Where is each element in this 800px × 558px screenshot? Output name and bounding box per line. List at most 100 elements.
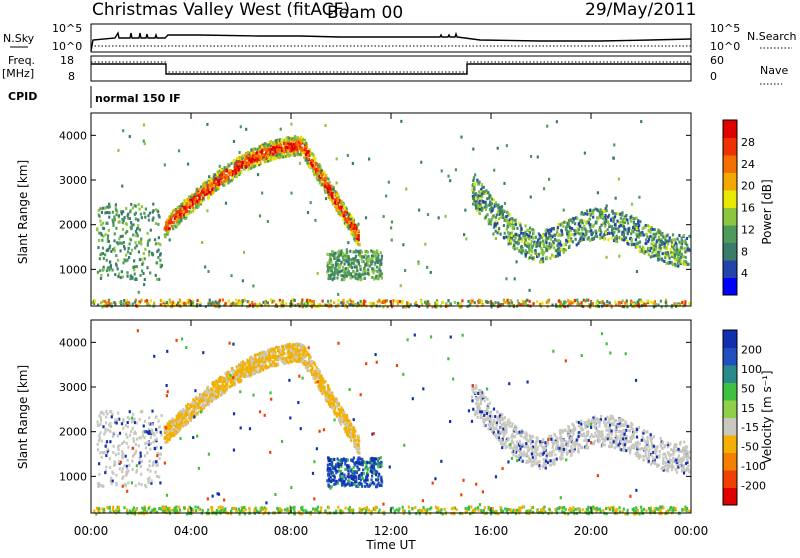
data-cell bbox=[365, 216, 367, 219]
data-cell bbox=[505, 215, 507, 218]
data-cell bbox=[402, 243, 404, 246]
data-cell bbox=[238, 156, 240, 159]
data-cell bbox=[299, 145, 301, 148]
data-cell bbox=[336, 182, 338, 185]
data-cell bbox=[140, 243, 142, 246]
data-cell bbox=[107, 266, 109, 269]
data-cell bbox=[585, 231, 587, 234]
data-cell bbox=[530, 254, 532, 257]
data-cell bbox=[381, 273, 383, 276]
data-cell bbox=[128, 247, 130, 250]
data-cell bbox=[94, 299, 96, 302]
data-cell bbox=[376, 266, 378, 269]
data-cell bbox=[674, 250, 676, 253]
data-cell bbox=[147, 232, 149, 235]
data-cell bbox=[129, 210, 131, 213]
nave-tick-top: 60 bbox=[710, 54, 724, 67]
data-cell bbox=[660, 300, 662, 303]
data-cell bbox=[177, 301, 179, 304]
data-cell bbox=[311, 152, 313, 155]
data-cell bbox=[530, 155, 532, 158]
data-cell bbox=[232, 176, 234, 179]
data-cell bbox=[302, 152, 304, 155]
data-cell bbox=[350, 258, 352, 261]
data-cell bbox=[630, 299, 632, 302]
data-cell bbox=[327, 300, 329, 303]
data-cell bbox=[586, 298, 588, 301]
data-cell bbox=[102, 247, 104, 250]
data-cell bbox=[497, 211, 499, 214]
data-cell bbox=[352, 300, 354, 303]
data-cell bbox=[494, 224, 496, 227]
data-cell bbox=[132, 233, 134, 236]
data-cell bbox=[144, 216, 146, 219]
data-cell bbox=[633, 243, 635, 246]
nave-label: Nave bbox=[760, 64, 788, 77]
data-cell bbox=[106, 259, 108, 262]
data-cell bbox=[613, 219, 615, 222]
data-cell bbox=[230, 162, 232, 165]
data-cell bbox=[584, 152, 586, 155]
data-cell bbox=[202, 182, 204, 185]
data-cell bbox=[229, 180, 231, 183]
data-cell bbox=[137, 224, 139, 227]
data-cell bbox=[336, 157, 338, 160]
data-cell bbox=[106, 206, 108, 209]
data-cell bbox=[144, 248, 146, 251]
data-cell bbox=[534, 242, 536, 245]
data-cell bbox=[228, 300, 230, 303]
data-cell bbox=[168, 220, 170, 223]
data-cell bbox=[115, 213, 117, 216]
data-cell bbox=[187, 198, 189, 201]
data-cell bbox=[686, 263, 688, 266]
data-cell bbox=[557, 247, 559, 250]
data-cell bbox=[671, 243, 673, 246]
data-cell bbox=[234, 302, 236, 305]
nsky-panel: N.Sky 10^5 10^0 10^5 10^0 N.Search bbox=[3, 22, 797, 53]
data-cell bbox=[374, 251, 376, 254]
data-cell bbox=[515, 241, 517, 244]
data-cell bbox=[503, 300, 505, 303]
data-cell bbox=[329, 405, 331, 408]
data-cell bbox=[250, 152, 252, 155]
data-cell bbox=[547, 299, 549, 302]
data-cell bbox=[235, 299, 237, 302]
data-cell bbox=[212, 191, 214, 194]
data-cell bbox=[159, 259, 161, 262]
data-cell bbox=[681, 239, 683, 242]
data-cell bbox=[112, 219, 114, 222]
data-cell bbox=[239, 172, 241, 175]
data-cell bbox=[498, 227, 500, 230]
data-cell bbox=[561, 230, 563, 233]
data-cell bbox=[489, 194, 491, 197]
data-cell bbox=[264, 142, 266, 145]
data-cell bbox=[477, 300, 479, 303]
data-cell bbox=[206, 193, 208, 196]
data-cell bbox=[532, 244, 534, 247]
freq-trace bbox=[91, 64, 691, 74]
colorbar-segment bbox=[723, 190, 737, 208]
data-cell bbox=[472, 203, 474, 206]
data-cell bbox=[305, 148, 307, 151]
nsky-tick-bottom: 10^0 bbox=[52, 40, 82, 53]
data-cell bbox=[445, 215, 447, 218]
data-cell bbox=[369, 258, 371, 261]
data-cell bbox=[355, 250, 357, 253]
data-cell bbox=[508, 242, 510, 245]
data-cell bbox=[643, 248, 645, 251]
data-cell bbox=[294, 299, 296, 302]
data-cell bbox=[550, 238, 552, 241]
data-cell bbox=[474, 203, 476, 206]
data-cell bbox=[683, 241, 685, 244]
data-cell bbox=[100, 274, 102, 277]
data-cell bbox=[118, 221, 120, 224]
data-cell bbox=[427, 213, 429, 216]
data-cell bbox=[331, 250, 333, 253]
data-cell bbox=[636, 235, 638, 238]
data-cell bbox=[315, 163, 317, 166]
data-cell bbox=[563, 251, 565, 254]
data-cell bbox=[169, 431, 171, 434]
data-cell bbox=[674, 238, 676, 241]
data-cell bbox=[479, 197, 481, 200]
data-cell bbox=[331, 195, 333, 198]
